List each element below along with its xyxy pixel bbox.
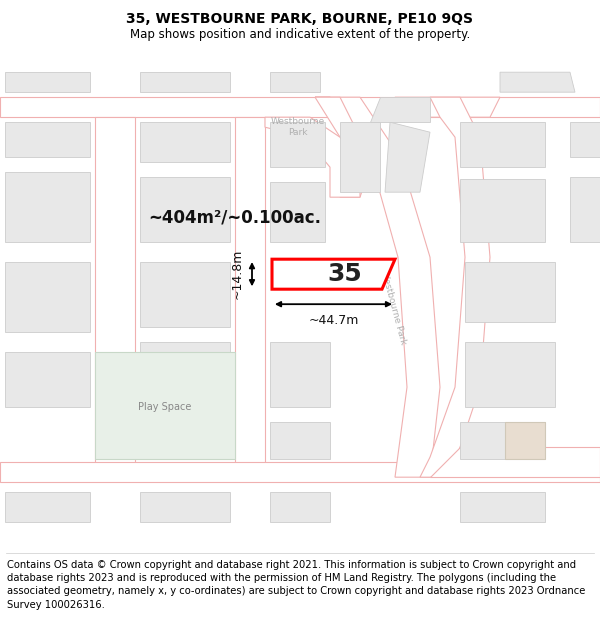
Polygon shape (5, 72, 90, 92)
Polygon shape (570, 122, 600, 157)
Polygon shape (370, 97, 430, 122)
Polygon shape (140, 122, 230, 162)
Text: ~404m²/~0.100ac.: ~404m²/~0.100ac. (149, 208, 322, 226)
Polygon shape (5, 352, 90, 408)
Polygon shape (465, 342, 555, 408)
Polygon shape (570, 177, 600, 242)
Polygon shape (430, 447, 600, 478)
Text: ~14.8m: ~14.8m (231, 249, 244, 299)
Polygon shape (395, 97, 500, 118)
Polygon shape (270, 342, 330, 408)
Polygon shape (0, 97, 600, 118)
Polygon shape (460, 422, 545, 459)
Polygon shape (140, 72, 230, 92)
Polygon shape (140, 342, 230, 408)
Text: Contains OS data © Crown copyright and database right 2021. This information is : Contains OS data © Crown copyright and d… (7, 560, 586, 610)
Polygon shape (465, 262, 555, 322)
Polygon shape (95, 118, 135, 478)
Polygon shape (272, 259, 395, 289)
Polygon shape (5, 262, 90, 332)
Polygon shape (95, 352, 235, 459)
Text: Westbourne Park: Westbourne Park (379, 269, 407, 346)
Polygon shape (270, 492, 330, 522)
Polygon shape (270, 422, 330, 459)
Text: Westbourne
Park: Westbourne Park (271, 117, 325, 138)
Polygon shape (340, 122, 380, 192)
Polygon shape (460, 122, 545, 167)
Text: Play Space: Play Space (139, 402, 191, 412)
Text: 35, WESTBOURNE PARK, BOURNE, PE10 9QS: 35, WESTBOURNE PARK, BOURNE, PE10 9QS (127, 12, 473, 26)
Text: 35: 35 (328, 262, 362, 286)
Polygon shape (270, 182, 325, 242)
Polygon shape (315, 97, 370, 198)
Polygon shape (385, 122, 430, 192)
Polygon shape (270, 72, 320, 92)
Text: Map shows position and indicative extent of the property.: Map shows position and indicative extent… (130, 28, 470, 41)
Polygon shape (5, 172, 90, 242)
Polygon shape (140, 492, 230, 522)
Polygon shape (270, 122, 325, 167)
Polygon shape (235, 118, 265, 478)
Polygon shape (5, 492, 90, 522)
Polygon shape (265, 118, 360, 198)
Polygon shape (315, 97, 440, 478)
Polygon shape (460, 179, 545, 242)
Polygon shape (140, 177, 230, 242)
Polygon shape (420, 97, 490, 478)
Polygon shape (505, 422, 545, 459)
Text: ~44.7m: ~44.7m (308, 314, 359, 328)
Polygon shape (500, 72, 575, 92)
Polygon shape (0, 462, 600, 482)
Polygon shape (140, 262, 230, 328)
Polygon shape (5, 122, 90, 157)
Polygon shape (140, 422, 230, 459)
Polygon shape (460, 492, 545, 522)
